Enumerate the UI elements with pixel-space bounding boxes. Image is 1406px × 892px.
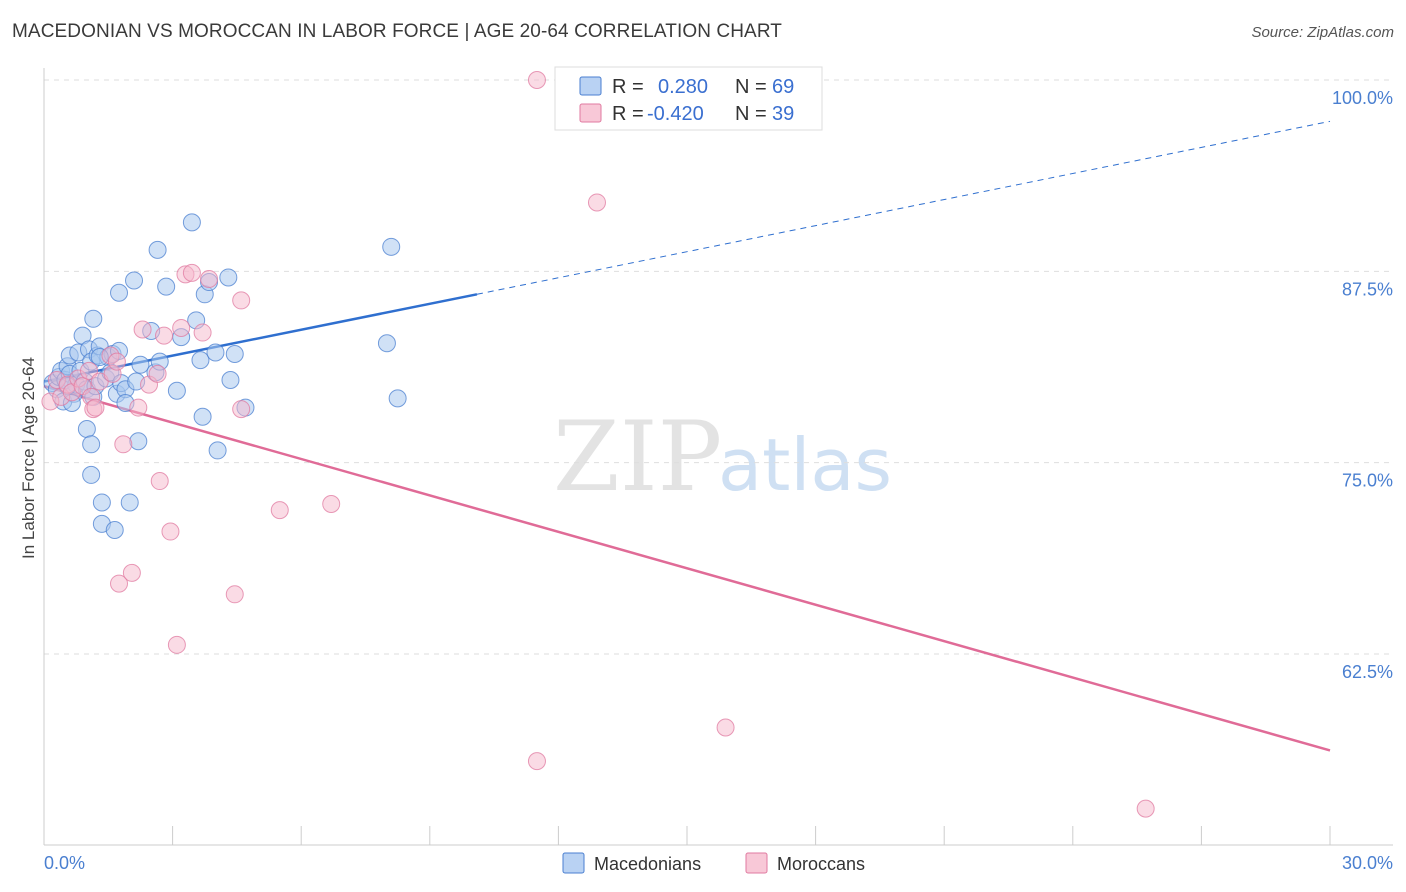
stats-legend: R = 0.280 N = 69 R = -0.420 N = 39 [554, 66, 823, 131]
trend-line-moroccans [43, 384, 1331, 752]
point-moroccans [86, 398, 105, 417]
point-macedonians [110, 283, 129, 302]
point-moroccans [270, 501, 289, 520]
point-moroccans [527, 71, 546, 89]
point-moroccans [322, 494, 341, 513]
point-moroccans [133, 320, 152, 339]
y-tick-label-75: 75.0% [1342, 471, 1393, 491]
point-macedonians [82, 435, 101, 454]
point-moroccans [527, 752, 546, 771]
y-tick-label-62-5: 62.5% [1342, 662, 1393, 682]
point-macedonians [206, 343, 225, 362]
stats-legend-r-value-1: 0.280 [658, 76, 708, 98]
point-macedonians [382, 237, 401, 256]
point-macedonians [77, 419, 96, 438]
chart-title: MACEDONIAN VS MOROCCAN IN LABOR FORCE | … [12, 21, 783, 42]
point-moroccans [172, 318, 191, 337]
stats-legend-r-label-2: R = [612, 103, 644, 125]
point-macedonians [148, 240, 167, 259]
point-macedonians [82, 465, 101, 484]
trend-line-macedonians-extension [476, 120, 1331, 295]
stats-legend-swatch-blue [579, 76, 602, 96]
grid-lines [44, 79, 1393, 655]
point-moroccans [232, 291, 251, 310]
point-macedonians [377, 334, 396, 353]
point-moroccans [155, 326, 174, 345]
series-legend-swatch-moroccans [745, 852, 768, 874]
point-moroccans [107, 352, 126, 371]
stats-legend-r-label-1: R = [612, 76, 644, 98]
point-macedonians [388, 389, 407, 408]
source-credit: Source: ZipAtlas.com [1251, 24, 1394, 41]
stats-legend-r-value-2: -0.420 [647, 103, 704, 125]
point-moroccans [182, 263, 201, 282]
point-macedonians [182, 213, 201, 232]
stats-legend-n-value-2: 39 [772, 103, 794, 125]
point-macedonians [208, 441, 227, 460]
point-macedonians [120, 493, 139, 512]
x-tick-label-max: 30.0% [1342, 853, 1393, 873]
x-tick-label-min: 0.0% [44, 853, 85, 873]
point-moroccans [193, 323, 212, 342]
point-macedonians [167, 381, 186, 400]
point-moroccans [129, 398, 148, 417]
point-moroccans [122, 563, 141, 582]
y-tick-label-87-5: 87.5% [1342, 279, 1393, 299]
watermark-atlas: atlas [718, 423, 892, 507]
series-legend-label-moroccans: Moroccans [777, 854, 865, 874]
point-moroccans [114, 435, 133, 454]
point-macedonians [131, 355, 150, 374]
series-legend-swatch-macedonians [562, 852, 585, 874]
point-moroccans [200, 269, 219, 288]
series-legend-label-macedonians: Macedonians [594, 854, 701, 874]
point-macedonians [105, 521, 124, 540]
y-tick-label-100: 100.0% [1332, 88, 1393, 108]
stats-legend-n-label-1: N = [735, 76, 767, 98]
point-moroccans [167, 635, 186, 654]
point-moroccans [80, 361, 99, 380]
point-moroccans [148, 364, 167, 383]
point-macedonians [193, 407, 212, 426]
point-macedonians [84, 309, 103, 328]
point-moroccans [150, 472, 169, 491]
point-moroccans [161, 522, 180, 541]
point-macedonians [92, 493, 111, 512]
point-moroccans [225, 585, 244, 604]
stats-legend-n-label-2: N = [735, 103, 767, 125]
point-moroccans [1136, 799, 1155, 818]
stats-legend-n-value-1: 69 [772, 76, 794, 98]
point-macedonians [191, 351, 210, 370]
axes [43, 68, 1393, 846]
watermark-zip: ZIP [553, 401, 722, 513]
point-macedonians [157, 277, 176, 296]
data-points [41, 71, 1155, 818]
point-moroccans [232, 400, 251, 419]
stats-legend-swatch-pink [579, 103, 602, 123]
point-macedonians [221, 371, 240, 390]
point-macedonians [129, 432, 148, 451]
series-legend: Macedonians Moroccans [562, 852, 865, 874]
point-macedonians [219, 268, 238, 287]
point-macedonians [225, 344, 244, 363]
point-macedonians [125, 271, 144, 290]
point-moroccans [110, 574, 129, 593]
y-axis-label: In Labor Force | Age 20-64 [19, 357, 38, 559]
point-moroccans [716, 718, 735, 737]
point-moroccans [587, 193, 606, 212]
